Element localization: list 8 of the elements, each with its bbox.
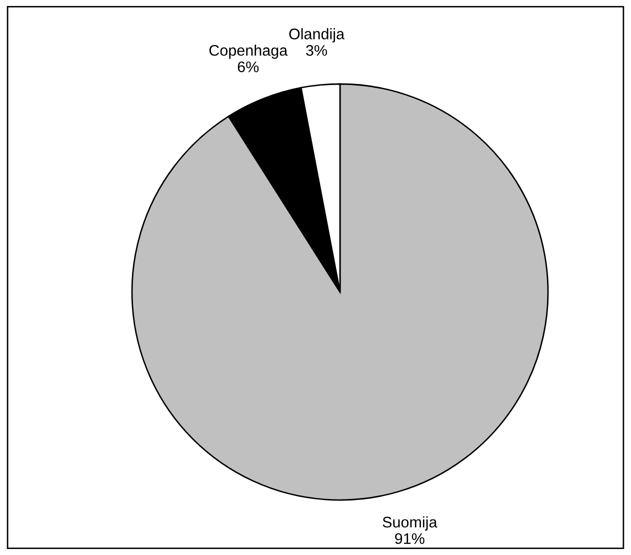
data-label: 91% xyxy=(395,533,424,544)
slice-label: Suomija xyxy=(382,516,438,531)
slice-label: Olandija xyxy=(289,28,345,42)
pie-slice xyxy=(228,86,341,293)
slice-label: Copenhaga xyxy=(209,44,288,59)
pie-slice xyxy=(131,83,549,501)
data-label: 3% xyxy=(306,45,328,56)
data-label: 6% xyxy=(238,61,259,72)
